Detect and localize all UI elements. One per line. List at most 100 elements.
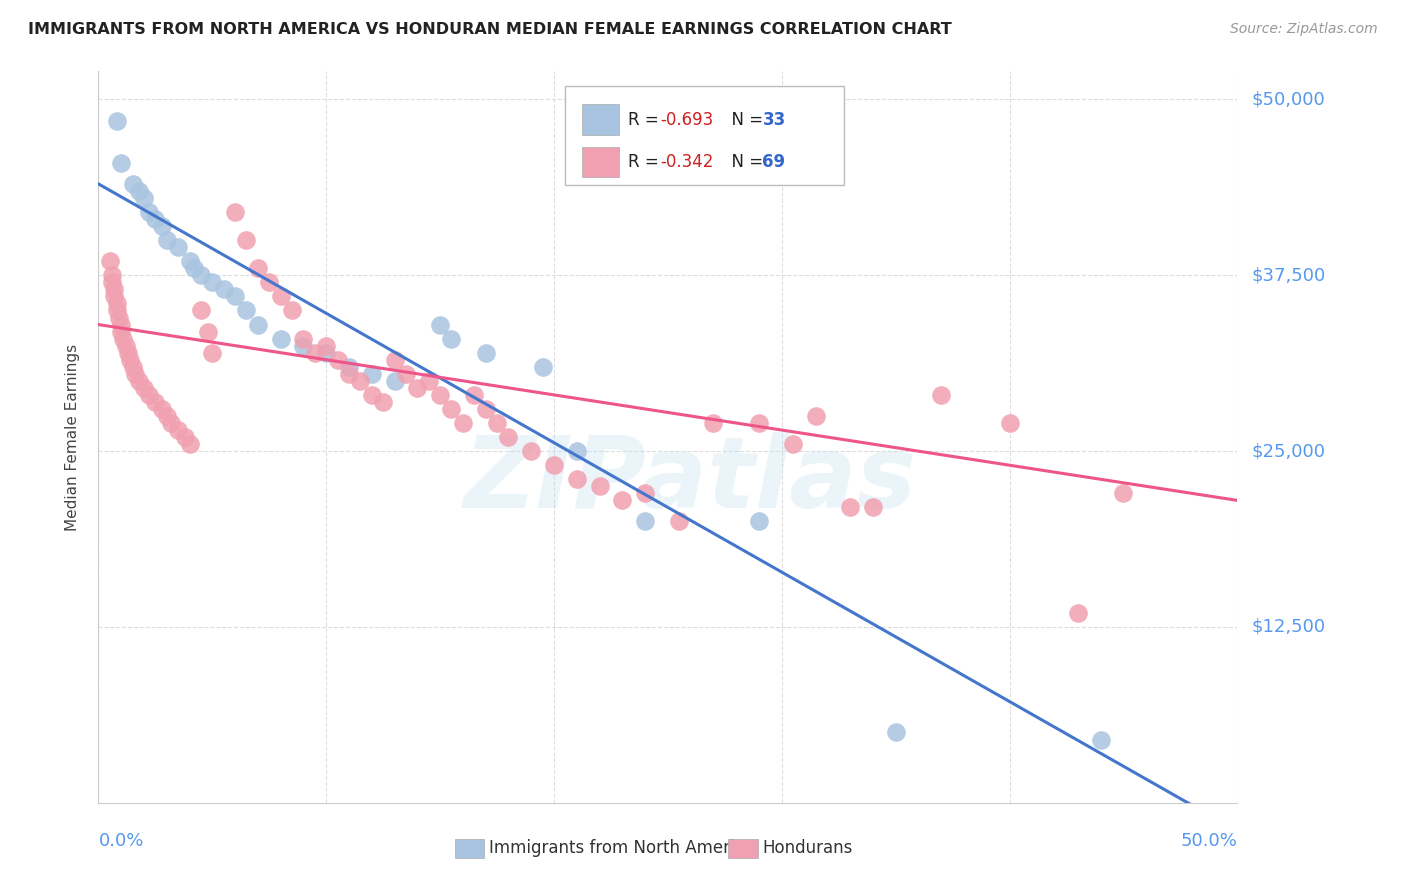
Point xyxy=(156,409,179,423)
Point xyxy=(110,155,132,169)
Point xyxy=(474,345,496,359)
Point xyxy=(105,303,128,318)
Point xyxy=(145,395,167,409)
Point xyxy=(1067,606,1090,620)
Point xyxy=(748,416,770,430)
Text: $12,500: $12,500 xyxy=(1251,618,1326,636)
Point xyxy=(174,430,197,444)
Point xyxy=(884,725,907,739)
Point xyxy=(110,318,132,332)
Point xyxy=(121,359,143,374)
Point xyxy=(498,430,520,444)
Point xyxy=(281,303,304,318)
Point xyxy=(235,303,257,318)
Point xyxy=(418,374,440,388)
Point xyxy=(197,325,219,339)
Point xyxy=(150,401,173,416)
Point xyxy=(304,345,326,359)
Point xyxy=(384,374,406,388)
Text: N =: N = xyxy=(721,111,769,128)
Point xyxy=(395,367,418,381)
Point xyxy=(128,374,150,388)
Text: $37,500: $37,500 xyxy=(1251,267,1326,285)
Point xyxy=(337,359,360,374)
Point xyxy=(565,444,588,458)
Point xyxy=(160,416,183,430)
Point xyxy=(224,289,246,303)
Point xyxy=(121,177,143,191)
Point xyxy=(224,205,246,219)
Point xyxy=(156,233,179,247)
Point xyxy=(212,282,235,296)
Text: -0.342: -0.342 xyxy=(659,153,713,171)
FancyBboxPatch shape xyxy=(728,838,758,858)
Y-axis label: Median Female Earnings: Median Female Earnings xyxy=(65,343,80,531)
Point xyxy=(112,332,135,346)
Point xyxy=(543,458,565,473)
Point xyxy=(668,515,690,529)
Point xyxy=(451,416,474,430)
Point xyxy=(101,268,124,283)
Point xyxy=(1112,486,1135,500)
Point xyxy=(235,233,257,247)
Point xyxy=(326,352,349,367)
Point xyxy=(108,310,131,325)
Point xyxy=(634,486,657,500)
Text: ZIPatlas: ZIPatlas xyxy=(464,433,917,530)
Text: N =: N = xyxy=(721,153,769,171)
Point xyxy=(531,359,554,374)
Point xyxy=(190,268,212,283)
Point xyxy=(998,416,1021,430)
Point xyxy=(315,345,337,359)
Point xyxy=(120,352,142,367)
Text: Source: ZipAtlas.com: Source: ZipAtlas.com xyxy=(1230,22,1378,37)
Point xyxy=(190,303,212,318)
Text: 0.0%: 0.0% xyxy=(98,832,143,850)
Point xyxy=(429,388,451,402)
Point xyxy=(101,276,124,290)
Text: $25,000: $25,000 xyxy=(1251,442,1326,460)
Point xyxy=(1090,732,1112,747)
Point xyxy=(292,332,315,346)
Point xyxy=(406,381,429,395)
Point xyxy=(167,240,190,254)
Point xyxy=(748,515,770,529)
Point xyxy=(114,338,136,352)
Point xyxy=(486,416,509,430)
Text: R =: R = xyxy=(628,153,664,171)
FancyBboxPatch shape xyxy=(456,838,485,858)
Point xyxy=(259,276,281,290)
Point xyxy=(782,437,804,451)
Point xyxy=(138,205,160,219)
Point xyxy=(634,515,657,529)
Point xyxy=(474,401,496,416)
Text: IMMIGRANTS FROM NORTH AMERICA VS HONDURAN MEDIAN FEMALE EARNINGS CORRELATION CHA: IMMIGRANTS FROM NORTH AMERICA VS HONDURA… xyxy=(28,22,952,37)
Point xyxy=(292,338,315,352)
Point xyxy=(138,388,160,402)
Point xyxy=(360,367,382,381)
Text: 69: 69 xyxy=(762,153,786,171)
Point xyxy=(167,423,190,437)
Point xyxy=(804,409,827,423)
Text: 33: 33 xyxy=(762,111,786,128)
Text: -0.693: -0.693 xyxy=(659,111,713,128)
Point xyxy=(246,318,269,332)
Point xyxy=(150,219,173,233)
Point xyxy=(179,254,201,268)
Point xyxy=(105,296,128,310)
Point xyxy=(201,345,224,359)
Point xyxy=(201,276,224,290)
Point xyxy=(103,282,125,296)
Point xyxy=(371,395,394,409)
Point xyxy=(117,345,139,359)
Point xyxy=(270,332,292,346)
Point xyxy=(337,367,360,381)
Point xyxy=(183,261,205,276)
Point xyxy=(132,191,155,205)
Point xyxy=(929,388,952,402)
Point xyxy=(862,500,884,515)
Point xyxy=(128,184,150,198)
Point xyxy=(463,388,485,402)
Text: Immigrants from North America: Immigrants from North America xyxy=(489,839,754,857)
Point xyxy=(384,352,406,367)
